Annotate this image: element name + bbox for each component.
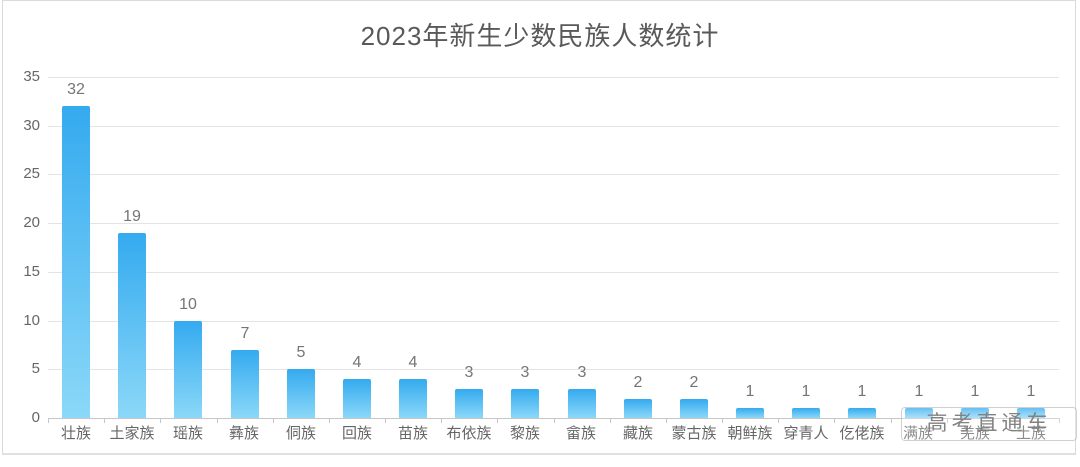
x-axis-tick bbox=[666, 418, 667, 423]
x-axis-tick bbox=[160, 418, 161, 423]
bar bbox=[568, 389, 596, 418]
x-axis-label: 苗族 bbox=[397, 425, 428, 442]
x-axis-label: 土家族 bbox=[109, 425, 155, 442]
x-axis-label: 侗族 bbox=[285, 425, 316, 442]
y-axis-tick-label: 25 bbox=[23, 165, 40, 182]
y-axis-tick-label: 0 bbox=[31, 409, 40, 426]
y-axis-tick-label: 35 bbox=[23, 68, 40, 85]
bar bbox=[343, 379, 371, 418]
chart-title: 2023年新生少数民族人数统计 bbox=[360, 21, 720, 51]
bar-value-label: 1 bbox=[1026, 383, 1036, 400]
y-gridline bbox=[48, 369, 1059, 370]
bar-value-label: 1 bbox=[914, 383, 924, 400]
x-axis-label: 藏族 bbox=[622, 425, 653, 442]
x-axis-tick bbox=[891, 418, 892, 423]
bar-value-label: 4 bbox=[352, 354, 362, 371]
x-axis-tick bbox=[217, 418, 218, 423]
bar bbox=[1017, 408, 1045, 418]
x-axis-tick bbox=[48, 418, 49, 423]
y-axis-tick-label: 5 bbox=[31, 360, 40, 377]
y-gridline bbox=[48, 126, 1059, 127]
x-axis-label: 壮族 bbox=[60, 425, 91, 442]
x-axis-tick bbox=[834, 418, 835, 423]
bar bbox=[62, 106, 90, 418]
x-axis-tick bbox=[610, 418, 611, 423]
bar-value-label: 1 bbox=[745, 383, 755, 400]
bar-value-label: 1 bbox=[970, 383, 980, 400]
x-axis-tick bbox=[497, 418, 498, 423]
bar-value-label: 32 bbox=[67, 81, 85, 98]
bar-value-label: 3 bbox=[520, 364, 530, 381]
bar bbox=[624, 399, 652, 418]
y-gridline bbox=[48, 174, 1059, 175]
x-axis-tick bbox=[1003, 418, 1004, 423]
x-axis-label: 彝族 bbox=[228, 425, 259, 442]
bar bbox=[792, 408, 820, 418]
bar-value-label: 1 bbox=[857, 383, 867, 400]
x-axis-tick bbox=[441, 418, 442, 423]
x-axis-label: 仡佬族 bbox=[839, 425, 885, 442]
bar bbox=[287, 369, 315, 418]
bar-value-label: 19 bbox=[123, 208, 141, 225]
x-axis-line bbox=[48, 418, 1059, 419]
bar-value-label: 5 bbox=[296, 344, 306, 361]
bar-value-label: 1 bbox=[801, 383, 811, 400]
x-axis-tick bbox=[778, 418, 779, 423]
bar bbox=[680, 399, 708, 418]
bar bbox=[905, 408, 933, 418]
x-axis-label: 土族 bbox=[1015, 425, 1046, 442]
x-axis-label: 畲族 bbox=[565, 425, 596, 442]
x-axis-tick bbox=[722, 418, 723, 423]
y-axis-tick-label: 20 bbox=[23, 214, 40, 231]
bar bbox=[174, 321, 202, 418]
y-gridline bbox=[48, 272, 1059, 273]
bar-value-label: 10 bbox=[179, 296, 197, 313]
x-axis-tick bbox=[554, 418, 555, 423]
bar bbox=[455, 389, 483, 418]
x-axis-label: 布依族 bbox=[446, 425, 492, 442]
bar bbox=[511, 389, 539, 418]
x-axis-tick bbox=[329, 418, 330, 423]
x-axis-label: 黎族 bbox=[509, 425, 540, 442]
x-axis-tick bbox=[385, 418, 386, 423]
y-gridline bbox=[48, 77, 1059, 78]
bar bbox=[961, 408, 989, 418]
bar-value-label: 4 bbox=[408, 354, 418, 371]
x-axis-label: 满族 bbox=[902, 425, 933, 442]
x-axis-tick bbox=[947, 418, 948, 423]
x-axis-tick bbox=[104, 418, 105, 423]
bar-value-label: 7 bbox=[240, 325, 250, 342]
y-axis-tick-label: 10 bbox=[23, 312, 40, 329]
y-gridline bbox=[48, 321, 1059, 322]
y-axis-tick-label: 30 bbox=[23, 117, 40, 134]
y-gridline bbox=[48, 223, 1059, 224]
x-axis-label: 瑶族 bbox=[172, 425, 203, 442]
bar bbox=[399, 379, 427, 418]
x-axis-tick bbox=[1059, 418, 1060, 423]
x-axis-label: 回族 bbox=[341, 425, 372, 442]
x-axis-label: 蒙古族 bbox=[671, 425, 717, 442]
x-axis-label: 穿青人 bbox=[783, 425, 829, 442]
x-axis-tick bbox=[273, 418, 274, 423]
bar bbox=[848, 408, 876, 418]
bar bbox=[118, 233, 146, 418]
bar bbox=[736, 408, 764, 418]
bar-value-label: 2 bbox=[689, 374, 699, 391]
watermark: 高考直通车 bbox=[901, 407, 1077, 441]
bar-value-label: 3 bbox=[464, 364, 474, 381]
bar bbox=[231, 350, 259, 418]
bar-value-label: 2 bbox=[633, 374, 643, 391]
x-axis-label: 羌族 bbox=[959, 425, 990, 442]
y-axis-tick-label: 15 bbox=[23, 263, 40, 280]
bar-value-label: 3 bbox=[577, 364, 587, 381]
x-axis-label: 朝鲜族 bbox=[727, 425, 773, 442]
